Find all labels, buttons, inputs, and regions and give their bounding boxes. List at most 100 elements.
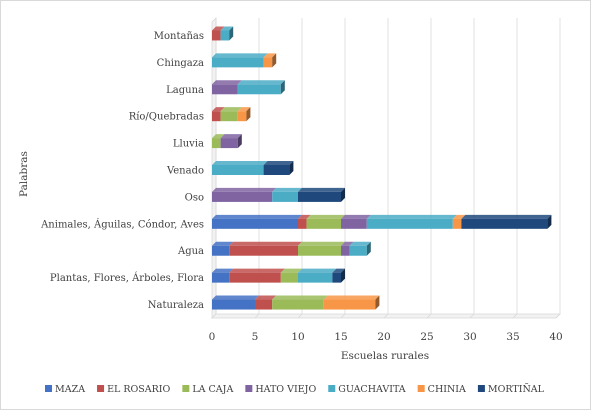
bar-segment-el-rosario [255, 295, 277, 310]
gridline-floor [469, 313, 475, 319]
gridline-floor [211, 313, 217, 319]
bar-group-lluvia [212, 134, 242, 149]
legend-item-el-rosario: EL ROSARIO [97, 384, 171, 395]
bar-segment-el-rosario [229, 268, 285, 283]
bar-group-venado [212, 161, 294, 175]
bar-segment-el-rosario [212, 26, 225, 41]
bar-segment-mortinal [461, 214, 552, 229]
bar-group-chingaza [212, 53, 277, 68]
bar-segment-hato-viejo [341, 214, 371, 229]
bar-group-laguna [212, 80, 285, 95]
x-tick-label: 40 [549, 331, 562, 343]
bar-segment-chinia [452, 214, 466, 229]
bar-segment-la-caja [272, 295, 328, 310]
legend-item-hato-viejo: HATO VIEJO [245, 384, 316, 395]
legend-swatch [477, 385, 485, 392]
bar-segment-guachavita [272, 187, 302, 202]
bar-group-naturaleza [212, 295, 380, 310]
x-axis-label: Escuelas rurales [341, 350, 429, 362]
y-tick-labels: Naturaleza Plantas, Flores, Árboles, Flor… [40, 31, 204, 311]
x-tick-label: 5 [252, 331, 259, 343]
x-tick-label: 25 [420, 331, 433, 343]
gridline-floor [512, 313, 518, 319]
bar-group-oso [212, 187, 345, 202]
bar-segment-chinia [323, 295, 380, 310]
y-tick-label: Plantas, Flores, Árboles, Flora [50, 272, 204, 284]
legend-item-guachavita: GUACHAVITA [328, 384, 406, 395]
bars [212, 26, 552, 310]
bar-segment-guachavita [366, 214, 457, 229]
bar-segment-maza [212, 268, 234, 283]
x-tick-label: 35 [506, 331, 519, 343]
bar-group-rio-quebradas [212, 107, 251, 122]
legend-label: GUACHAVITA [338, 384, 406, 395]
legend-item-maza: MAZA [45, 384, 85, 395]
legend-swatch [97, 385, 105, 392]
legend-swatch [45, 385, 52, 392]
gridline-floor [297, 313, 303, 319]
legend-label: CHINIA [428, 384, 466, 395]
bar-group-montanas [212, 26, 234, 41]
legend: MAZA EL ROSARIO LA CAJA HATO VIEJO GUACHAVIT… [45, 383, 545, 395]
legend-item-chinia: CHINIA [417, 384, 466, 395]
gridline-floor [555, 313, 561, 319]
y-tick-label: Río/Quebradas [129, 112, 204, 123]
bar-segment-hato-viejo [220, 134, 242, 149]
bar-segment-guachavita [220, 26, 234, 41]
y-tick-label: Naturaleza [148, 300, 204, 311]
bar-segment-maza [212, 214, 302, 229]
legend-label: EL ROSARIO [107, 384, 170, 395]
bar-segment-mortinal [263, 161, 294, 175]
y-tick-label: Lluvia [173, 139, 204, 150]
bar-segment-mortinal [332, 268, 345, 283]
x-tick-label: 30 [463, 331, 476, 343]
y-tick-label: Oso [185, 192, 204, 203]
bar-segment-la-caja [220, 107, 242, 122]
y-tick-label: Venado [166, 166, 204, 177]
bar-segment-guachavita [212, 53, 268, 68]
legend-label: HATO VIEJO [255, 384, 316, 395]
y-tick-label: Agua [177, 246, 204, 257]
legend-swatch [417, 385, 425, 392]
bar-segment-mortinal [298, 187, 345, 202]
bar-segment-guachavita [349, 241, 371, 256]
x-tick-label: 20 [377, 331, 390, 343]
y-tick-label: Animales, Águilas, Cóndor, Aves [40, 218, 204, 230]
bar-segment-hato-viejo [212, 80, 242, 95]
gridline-floor [254, 313, 260, 319]
bar-segment-hato-viejo [212, 187, 277, 202]
gridline-floor [340, 313, 346, 319]
legend-item-mortinal: MORTIÑAL [477, 383, 545, 395]
x-tick-label: 0 [209, 331, 216, 343]
bar-segment-chinia [237, 107, 251, 122]
legend-swatch [328, 385, 336, 392]
bar-segment-el-rosario [212, 107, 225, 122]
bar-segment-la-caja [306, 214, 345, 229]
bar-segment-la-caja [212, 134, 225, 149]
x-tick-label: 15 [334, 331, 347, 343]
y-tick-label: Chingaza [157, 58, 204, 69]
bar-segment-hato-viejo [341, 241, 354, 256]
bar-segment-el-rosario [229, 241, 302, 256]
y-tick-label: Laguna [166, 85, 204, 96]
x-tick-label: 10 [291, 331, 304, 343]
y-tick-label: Montañas [154, 31, 204, 42]
bar-group-animales-aguilas-condor-aves [212, 214, 552, 229]
bar-segment-la-caja [280, 268, 302, 283]
gridline-floor [426, 313, 432, 319]
legend-label: LA CAJA [192, 384, 233, 395]
legend-label: MORTIÑAL [488, 383, 545, 395]
legend-swatch [182, 385, 190, 392]
bar-segment-el-rosario [298, 214, 311, 229]
bar-segment-la-caja [298, 241, 345, 256]
gridline-floor [383, 313, 389, 319]
bar-segment-guachavita [298, 268, 337, 283]
bar-segment-guachavita [237, 80, 285, 95]
bar-segment-guachavita [212, 161, 268, 175]
bar-group-agua [212, 241, 371, 256]
bar-segment-maza [212, 241, 234, 256]
bar-segment-chinia [263, 53, 277, 68]
bar-segment-maza [212, 295, 259, 310]
